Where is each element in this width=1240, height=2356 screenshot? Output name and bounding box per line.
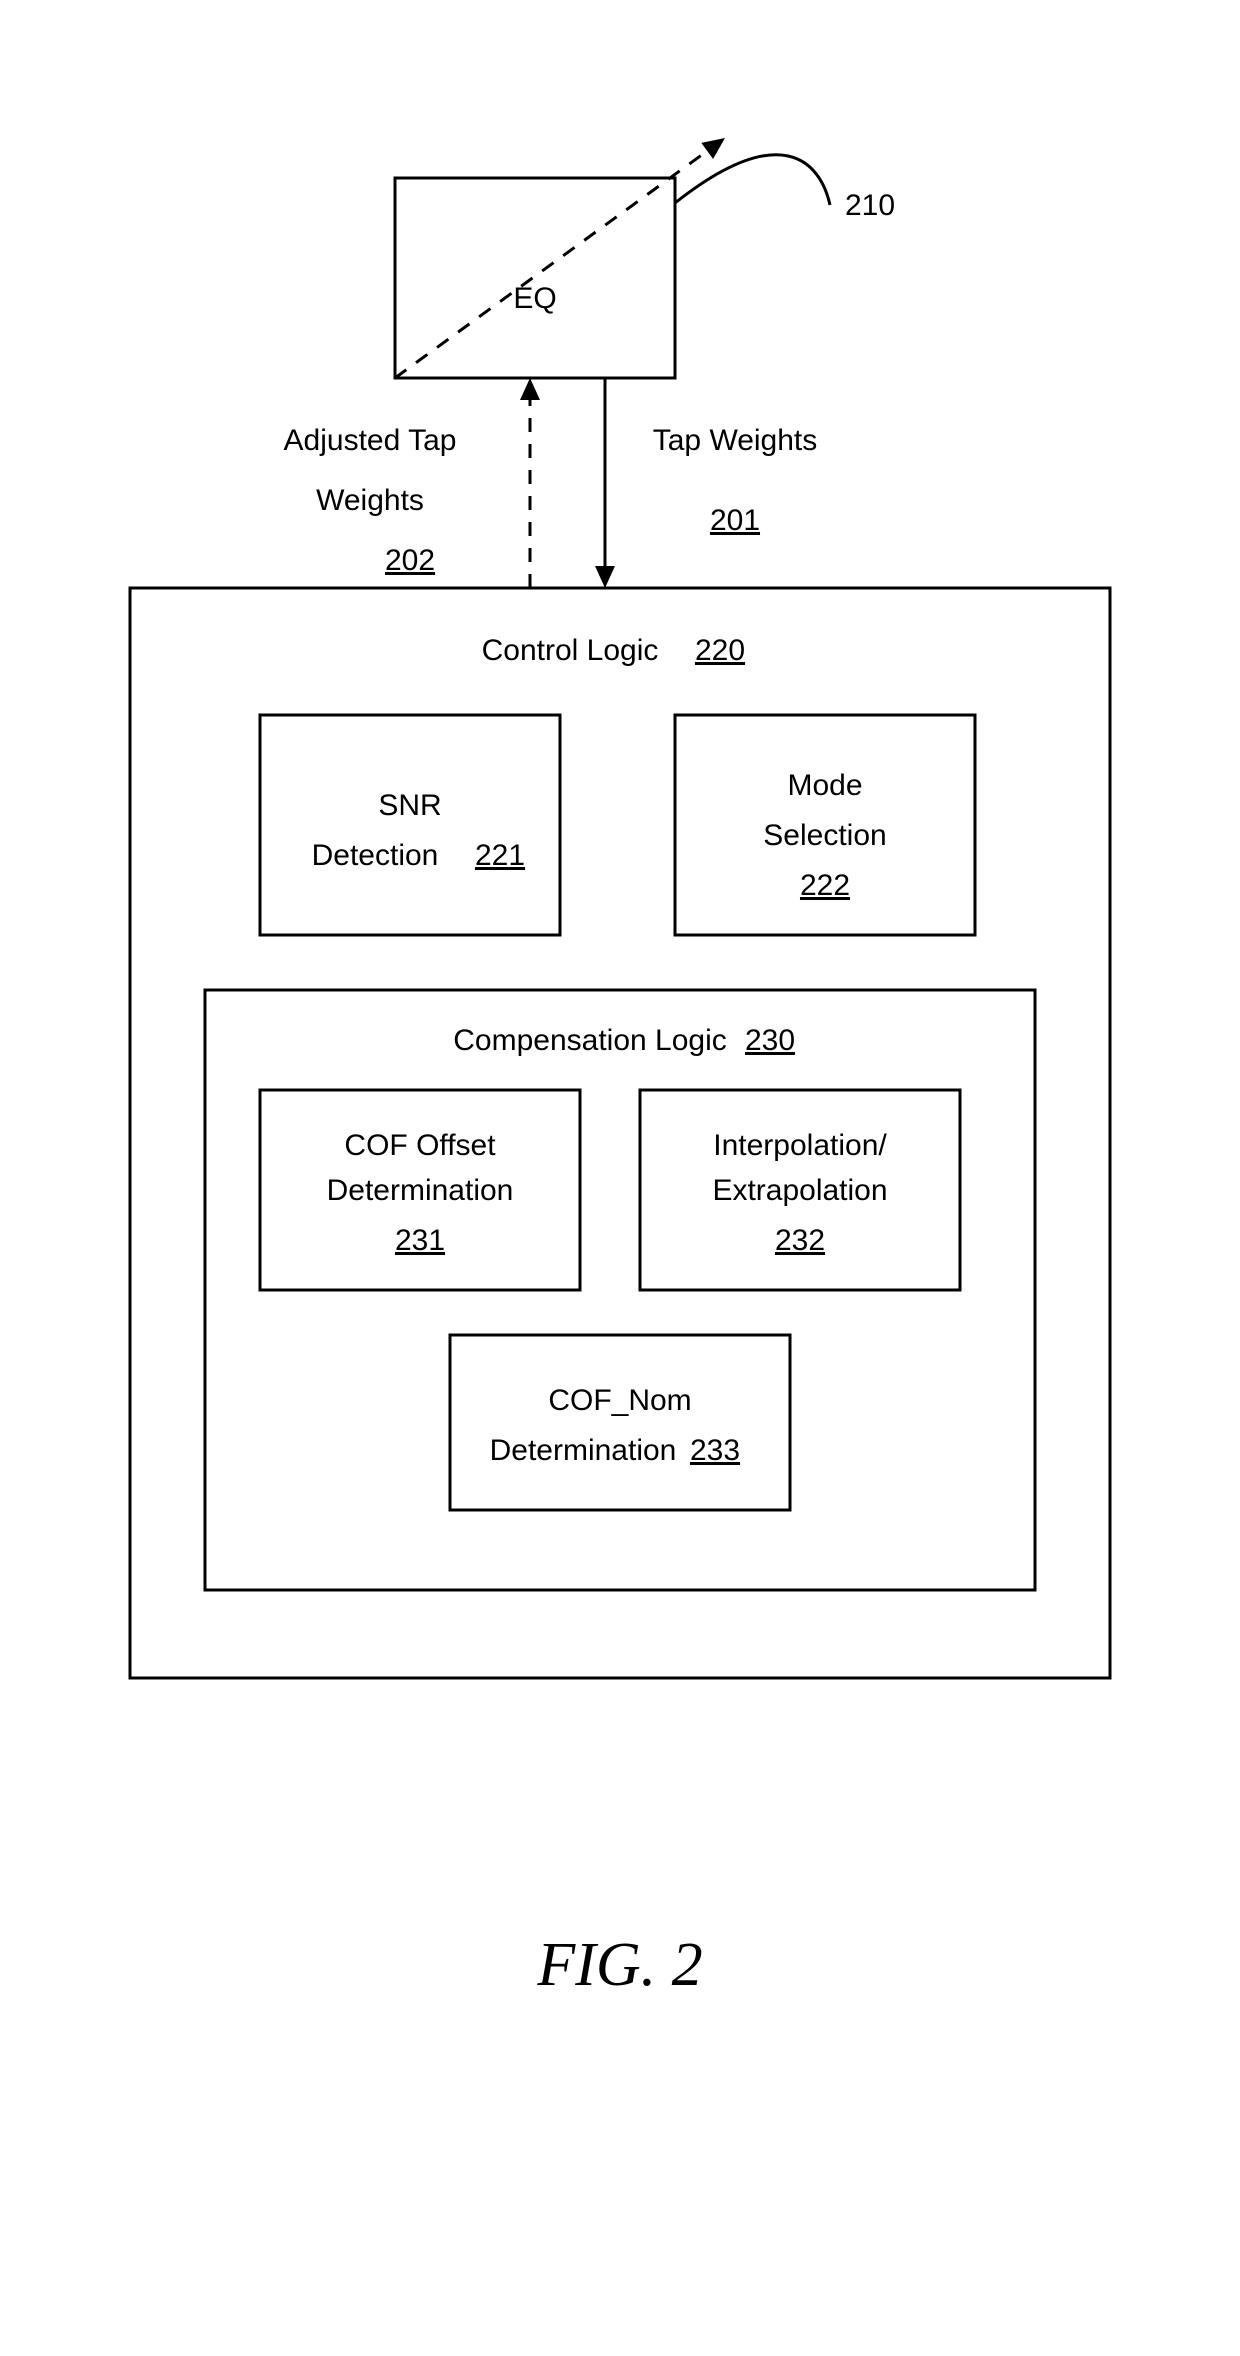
snr-ref: 221: [475, 839, 525, 872]
compensation-logic-title: Compensation Logic: [453, 1024, 727, 1057]
mode-ref: 222: [800, 869, 850, 902]
control-logic-ref: 220: [695, 634, 745, 667]
snr-label-1: SNR: [378, 789, 441, 822]
snr-detection-box: [260, 715, 560, 935]
cof-nom-label-1: COF_Nom: [548, 1384, 691, 1417]
eq-label: EQ: [513, 282, 556, 315]
interp-label-1: Interpolation/: [713, 1129, 887, 1162]
eq-ref: 210: [845, 189, 895, 222]
snr-label-2: Detection: [312, 839, 439, 872]
cof-offset-label-2: Determination: [327, 1174, 514, 1207]
figure-caption: FIG. 2: [536, 1931, 702, 1999]
cof-offset-ref: 231: [395, 1224, 445, 1257]
cof-nom-label-2: Determination: [490, 1434, 677, 1467]
adjusted-tap-weights-ref: 202: [385, 544, 435, 577]
control-logic-title: Control Logic: [482, 634, 659, 667]
tap-weights-label: Tap Weights: [653, 424, 818, 457]
cof-nom-ref: 233: [690, 1434, 740, 1467]
eq-callout-curve: [675, 155, 830, 205]
tap-weights-arrow: [595, 378, 615, 588]
interp-label-2: Extrapolation: [712, 1174, 887, 1207]
mode-label-1: Mode: [787, 769, 862, 802]
interp-ref: 232: [775, 1224, 825, 1257]
eq-box: [395, 178, 675, 378]
cof-nom-box: [450, 1335, 790, 1510]
adjusted-tap-weights-arrow: [520, 378, 540, 588]
mode-label-2: Selection: [763, 819, 886, 852]
adjusted-tap-weights-label-1: Adjusted Tap: [284, 424, 457, 457]
tap-weights-ref: 201: [710, 504, 760, 537]
compensation-logic-ref: 230: [745, 1024, 795, 1057]
adjusted-tap-weights-label-2: Weights: [316, 484, 424, 517]
cof-offset-label-1: COF Offset: [344, 1129, 496, 1162]
